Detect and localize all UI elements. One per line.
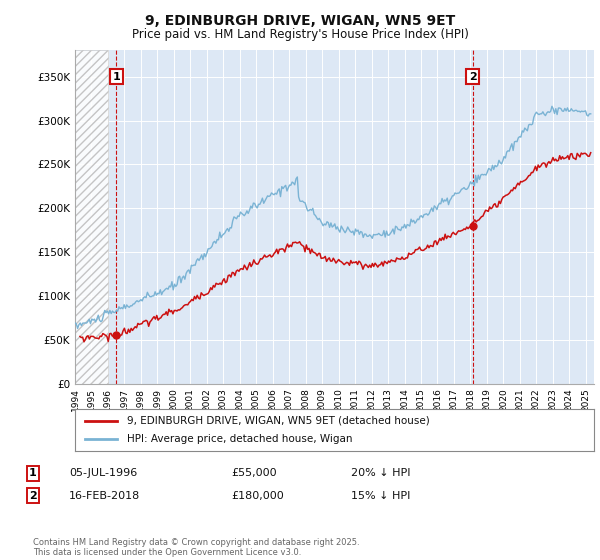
Text: £55,000: £55,000 <box>231 468 277 478</box>
Text: 1: 1 <box>29 468 37 478</box>
Text: 1: 1 <box>112 72 120 82</box>
Text: 2: 2 <box>469 72 476 82</box>
Text: Price paid vs. HM Land Registry's House Price Index (HPI): Price paid vs. HM Land Registry's House … <box>131 28 469 41</box>
Text: 05-JUL-1996: 05-JUL-1996 <box>69 468 137 478</box>
Text: 9, EDINBURGH DRIVE, WIGAN, WN5 9ET: 9, EDINBURGH DRIVE, WIGAN, WN5 9ET <box>145 14 455 28</box>
Text: HPI: Average price, detached house, Wigan: HPI: Average price, detached house, Wiga… <box>127 434 352 444</box>
Text: 2: 2 <box>29 491 37 501</box>
Text: 9, EDINBURGH DRIVE, WIGAN, WN5 9ET (detached house): 9, EDINBURGH DRIVE, WIGAN, WN5 9ET (deta… <box>127 416 430 426</box>
Text: £180,000: £180,000 <box>231 491 284 501</box>
Text: Contains HM Land Registry data © Crown copyright and database right 2025.
This d: Contains HM Land Registry data © Crown c… <box>33 538 359 557</box>
Text: 20% ↓ HPI: 20% ↓ HPI <box>351 468 410 478</box>
Text: 16-FEB-2018: 16-FEB-2018 <box>69 491 140 501</box>
Text: 15% ↓ HPI: 15% ↓ HPI <box>351 491 410 501</box>
